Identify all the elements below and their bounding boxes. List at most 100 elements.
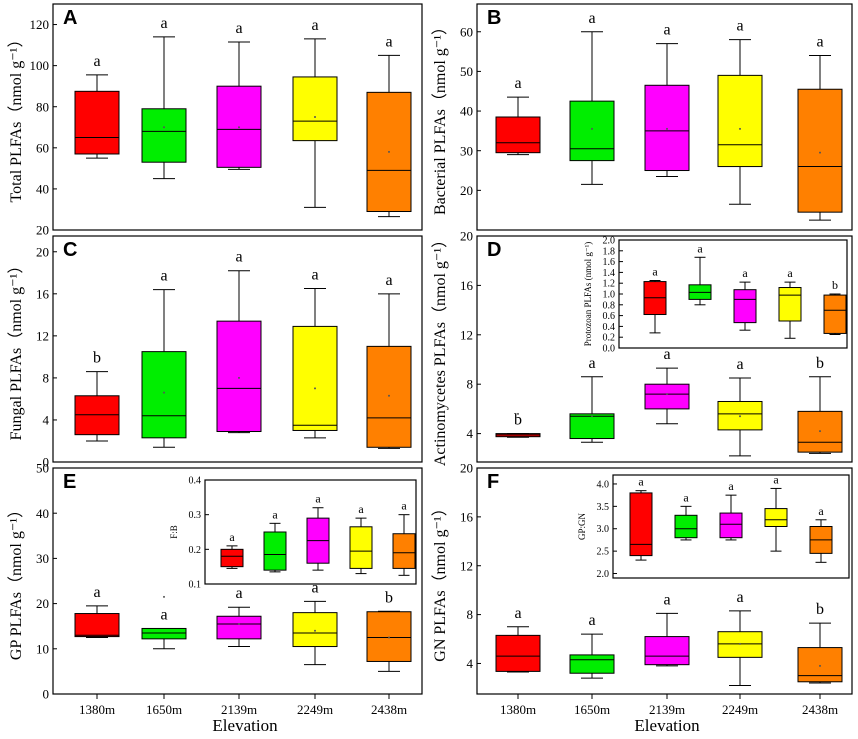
x-tick-label: 1380m [79, 702, 115, 717]
x-tick-label: 2139m [649, 702, 685, 717]
y-axis-label: Protozoan PLFAs (nmol g⁻¹) [583, 242, 593, 347]
iqr-box [349, 526, 373, 569]
iqr-box [717, 400, 763, 431]
box-2139m: a [216, 20, 262, 170]
mean-dot [591, 127, 593, 130]
box-2249m: a [717, 589, 763, 686]
y-tick-label: 20 [36, 244, 49, 259]
iqr-box [778, 287, 802, 322]
panel-b: 20 30 40 50 60 Bacterial PLFAs（nmol g⁻¹） Ba a a a… [431, 3, 853, 231]
y-tick-label: 16 [36, 286, 50, 301]
iqr-box [495, 116, 541, 154]
iqr-box [629, 492, 653, 557]
panel-letter: D [487, 239, 501, 261]
iqr-box [569, 100, 615, 162]
y-axis-label: GP:GN [577, 513, 587, 541]
iqr-box [569, 654, 615, 674]
box-1650m: a [688, 241, 712, 306]
mean-dot [819, 664, 821, 667]
iqr-box [141, 351, 187, 439]
y-tick-label: 30 [460, 143, 473, 158]
y-tick-label: 100 [30, 58, 50, 73]
y-tick-label: 0.4 [603, 322, 616, 333]
x-tick-label: 1650m [574, 702, 610, 717]
significance-letter: a [315, 492, 321, 506]
panel-f-inset: 2.0 2.5 3.0 3.5 4.0 GP:GN a a a a a [577, 472, 850, 580]
mean-dot [238, 126, 240, 129]
mean-dot [739, 642, 741, 645]
significance-letter: a [663, 346, 670, 363]
mean-dot [666, 393, 668, 396]
y-tick-label: 1.6 [603, 257, 616, 268]
panel-a: 20 40 60 80 100 120 Total PLFAs（nmol g⁻¹） Aa a a a… [7, 3, 423, 238]
x-label-right: Elevation [634, 716, 700, 735]
y-tick-label: 0 [43, 455, 50, 470]
mean-dot [314, 387, 316, 390]
iqr-box [366, 345, 412, 448]
panel-e-inset: 0.1 0.2 0.3 0.4 F:B a a a a a [169, 476, 417, 591]
box-2139m: a [216, 585, 262, 648]
y-tick-label: 0.2 [603, 333, 616, 344]
significance-letter: a [588, 612, 595, 629]
x-tick-label: 1650m [146, 702, 182, 717]
y-tick-label: 4 [43, 413, 50, 428]
significance-letter: a [663, 22, 670, 39]
y-tick-label: 10 [36, 641, 49, 656]
box-2139m: a [644, 346, 690, 425]
y-tick-label: 2.5 [597, 547, 610, 558]
y-tick-label: 12 [460, 327, 473, 342]
iqr-box [717, 74, 763, 168]
iqr-box [719, 512, 743, 539]
panel-letter: C [63, 239, 77, 261]
panel-d-inset: 0.00.20.40.60.81.01.21.41.61.82.0 Protozo… [583, 236, 848, 355]
mean-dot [591, 415, 593, 418]
y-tick-label: 0.8 [603, 300, 616, 311]
significance-letter: a [742, 266, 748, 280]
y-tick-label: 0.1 [189, 580, 202, 591]
y-tick-label: 8 [43, 370, 50, 385]
y-tick-label: 30 [36, 551, 49, 566]
box-2438m: b [823, 278, 847, 335]
mean-dot [163, 595, 165, 598]
box-2438m: a [392, 499, 416, 576]
significance-letter: a [235, 585, 242, 602]
significance-letter: a [311, 17, 318, 34]
iqr-box [216, 615, 262, 640]
y-tick-label: 4.0 [597, 479, 610, 490]
y-tick-label: 3.0 [597, 524, 610, 535]
y-axis-label: Fungal PLFAs（nmol g⁻¹） [7, 258, 25, 441]
y-axis-label: Total PLFAs（nmol g⁻¹） [7, 32, 25, 203]
iqr-box [644, 636, 690, 666]
y-tick-label: 20 [36, 596, 49, 611]
box-1650m: a [674, 490, 698, 541]
y-tick-label: 0.3 [189, 510, 202, 521]
box-1650m: a [569, 612, 615, 679]
box-2249m: a [717, 18, 763, 205]
y-axis-label: F:B [169, 525, 179, 539]
y-tick-label: 1.4 [603, 268, 616, 279]
iqr-box [216, 320, 262, 433]
box-2249m: a [717, 356, 763, 457]
x-tick-label: 2438m [802, 702, 838, 717]
panel-c: 0 4 8 12 16 20 Fungal PLFAs（nmol g⁻¹） Cb a a a a [7, 235, 423, 470]
box-2438m: a [797, 34, 843, 221]
significance-letter: a [773, 472, 779, 486]
box-2438m: a [366, 33, 412, 218]
significance-letter: a [588, 355, 595, 372]
significance-letter: a [311, 267, 318, 284]
box-2139m: a [644, 591, 690, 667]
box-1650m: a [141, 595, 187, 650]
significance-letter: a [697, 241, 703, 255]
mean-dot [819, 151, 821, 154]
significance-letter: a [385, 272, 392, 289]
significance-letter: a [683, 490, 689, 504]
significance-letter: a [736, 18, 743, 35]
box-1380m: a [643, 265, 667, 334]
iqr-box [644, 383, 690, 410]
box-1650m: a [141, 268, 187, 448]
significance-letter: a [736, 589, 743, 606]
significance-letter: a [663, 591, 670, 608]
iqr-box [74, 90, 120, 155]
mean-dot [238, 622, 240, 625]
